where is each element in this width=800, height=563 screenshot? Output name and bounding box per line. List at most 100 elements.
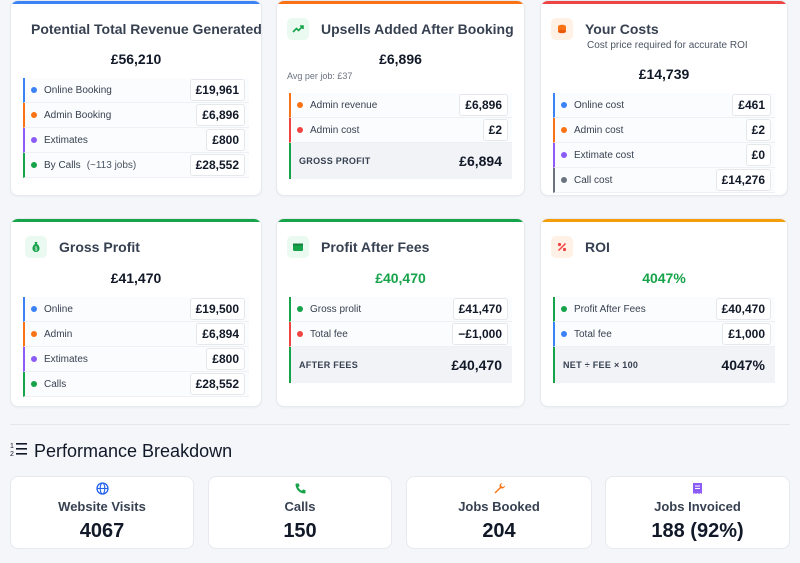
green-dot-icon <box>31 381 37 387</box>
card-title: ROI <box>585 239 610 255</box>
orange-dot-icon <box>31 112 37 118</box>
list-item: Admin cost £2 <box>553 118 775 143</box>
list-item: Gross prolit £41,470 <box>289 297 512 322</box>
stat-value: 150 <box>283 520 317 542</box>
row-label: Profit After Fees <box>574 303 646 315</box>
phone-icon <box>209 482 391 496</box>
row-value: £19,961 <box>189 79 245 101</box>
row-label: Extimates <box>44 353 88 365</box>
orange-dot-icon <box>297 102 303 108</box>
row-label: Total fee <box>310 328 348 340</box>
row-value: £6,894 <box>196 323 245 345</box>
card-header: ROI <box>551 235 779 259</box>
list-item: Extimates £800 <box>23 347 249 372</box>
row-value: £14,276 <box>715 169 771 191</box>
list-item: Admin cost £2 <box>289 118 512 143</box>
stat-card-website-visits: Website Visits 4067 <box>10 476 194 549</box>
blue-dot-icon <box>561 102 567 108</box>
red-dot-icon <box>297 127 303 133</box>
row-value: £0 <box>745 144 771 166</box>
green-dot-icon <box>297 306 303 312</box>
stat-label: Jobs Invoiced <box>654 499 741 514</box>
row-value: £19,500 <box>189 298 245 320</box>
row-label: Admin cost <box>574 124 624 136</box>
stat-card-jobs-invoiced: Jobs Invoiced 188 (92%) <box>605 476 790 549</box>
blue-dot-icon <box>561 331 567 337</box>
gross-profit-total-row: GROSS PROFIT £6,894 <box>289 143 512 179</box>
after-fees-total-row: AFTER FEES £40,470 <box>289 347 512 383</box>
globe-icon <box>11 482 193 496</box>
row-value: £41,470 <box>452 298 508 320</box>
purple-dot-icon <box>561 152 567 158</box>
list-item: Online Booking £19,961 <box>23 78 249 103</box>
percent-icon <box>551 236 573 258</box>
row-label: Admin revenue <box>310 99 378 111</box>
row-value: £1,000 <box>722 323 771 345</box>
list-item: Admin £6,894 <box>23 322 249 347</box>
jobs-estimate: (~113 jobs) <box>86 159 137 171</box>
row-label: Admin Booking <box>44 109 112 121</box>
wallet-icon <box>287 236 309 258</box>
after-fees-total: £40,470 <box>375 270 426 286</box>
stat-label: Website Visits <box>58 499 146 514</box>
trending-up-icon <box>287 18 309 40</box>
row-label: Gross prolit <box>310 303 362 315</box>
card-title: Your Costs <box>585 21 659 37</box>
revenue-card: Potential Total Revenue Generated £56,21… <box>10 0 262 196</box>
invoice-icon <box>606 482 789 496</box>
revenue-total: £56,210 <box>110 51 162 67</box>
row-label: Extimate cost <box>574 149 635 161</box>
list-item: Calls £28,552 <box>23 372 249 397</box>
card-header: Your Costs <box>551 17 779 41</box>
gross-total: £41,470 <box>110 270 162 286</box>
after-fees-rows: Gross prolit £41,470 Total fee −£1,000 A… <box>289 297 512 383</box>
stat-card-calls: Calls 150 <box>208 476 392 549</box>
row-value: £800 <box>206 348 245 370</box>
wrench-icon <box>407 482 591 496</box>
orange-dot-icon <box>31 331 37 337</box>
row-value: £28,552 <box>189 373 245 395</box>
total-label: GROSS PROFIT <box>299 156 371 166</box>
row-value: £2 <box>482 119 508 141</box>
row-label: Calls <box>44 378 67 390</box>
list-item: Extimate cost £0 <box>553 143 775 168</box>
purple-dot-icon <box>31 356 37 362</box>
total-value: £40,470 <box>451 357 502 373</box>
row-label: Admin cost <box>310 124 360 136</box>
row-value: £2 <box>745 119 771 141</box>
card-header: $ Gross Profit <box>25 235 253 259</box>
card-title: Gross Profit <box>59 239 140 255</box>
row-value: £6,896 <box>196 104 245 126</box>
roi-rows: Profit After Fees £40,470 Total fee £1,0… <box>553 297 775 383</box>
row-label: Admin <box>44 328 73 340</box>
svg-text:1: 1 <box>10 443 14 450</box>
row-value: £6,896 <box>459 94 508 116</box>
avg-per-job: Avg per job: £37 <box>287 71 353 81</box>
costs-card: Your Costs Cost price required for accur… <box>540 0 788 196</box>
list-item: Online £19,500 <box>23 297 249 322</box>
card-header: Profit After Fees <box>287 235 516 259</box>
roi-card: ROI 4047% Profit After Fees £40,470 Tota… <box>540 218 788 407</box>
section-divider <box>10 424 790 425</box>
upsells-card: Upsells Added After Booking £6,896 Avg p… <box>276 0 525 196</box>
row-label-text: By Calls <box>44 159 81 171</box>
card-accent-bar <box>11 1 261 4</box>
upsells-rows: Admin revenue £6,896 Admin cost £2 GROSS… <box>289 93 512 179</box>
row-label: Total fee <box>574 328 612 340</box>
row-value: £800 <box>206 129 245 151</box>
costs-total: £14,739 <box>638 66 690 82</box>
card-accent-bar <box>277 1 524 4</box>
stat-value: 204 <box>482 520 516 542</box>
list-item: Call cost £14,276 <box>553 168 775 193</box>
money-bag-icon: $ <box>25 236 47 258</box>
svg-text:2: 2 <box>10 451 14 457</box>
blue-dot-icon <box>31 306 37 312</box>
stat-label: Jobs Booked <box>458 499 540 514</box>
stat-card-jobs-booked: Jobs Booked 204 <box>406 476 592 549</box>
card-accent-bar <box>541 1 787 4</box>
row-value: −£1,000 <box>452 323 508 345</box>
profit-after-fees-card: Profit After Fees £40,470 Gross prolit £… <box>276 218 525 407</box>
gross-profit-card: $ Gross Profit £41,470 Online £19,500 Ad… <box>10 218 262 407</box>
